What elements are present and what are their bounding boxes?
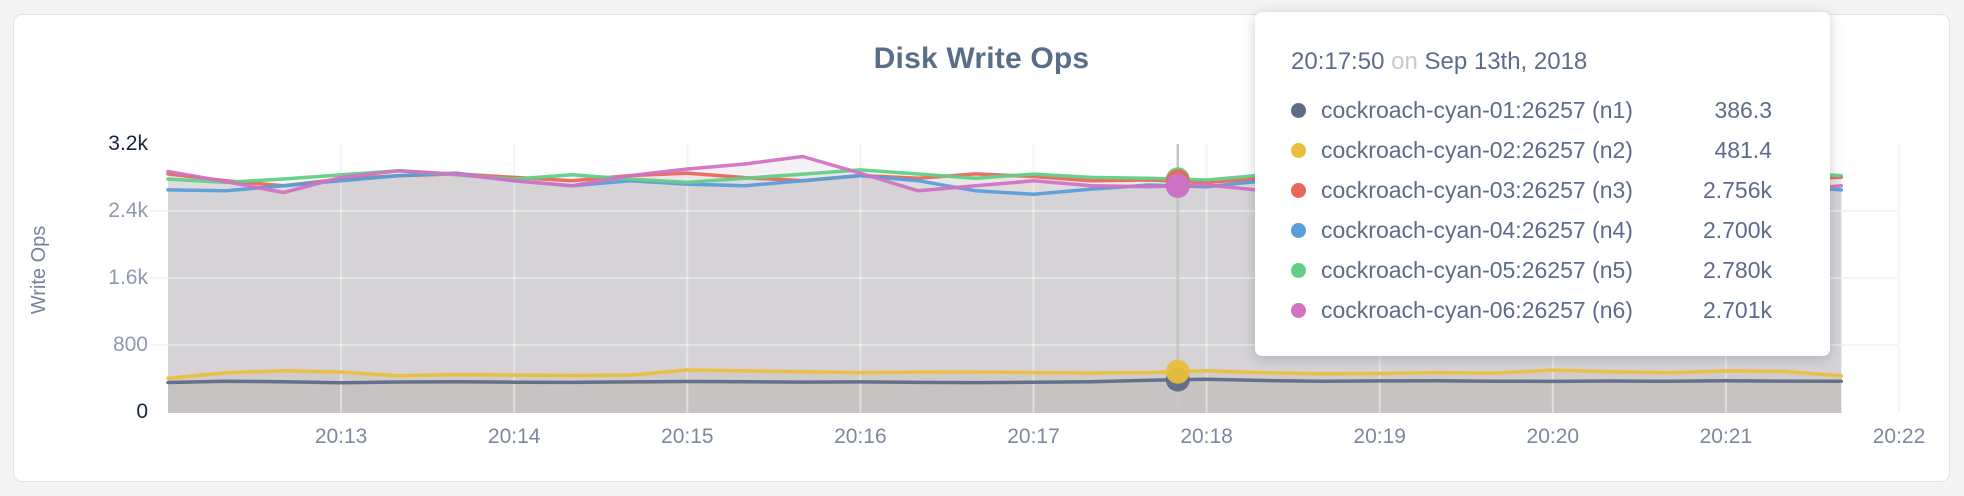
tooltip-header: 20:17:50 on Sep 13th, 2018 — [1291, 48, 1772, 76]
series-color-dot-icon — [1291, 262, 1306, 278]
x-tick-label-20:15: 20:15 — [661, 425, 714, 448]
tooltip-series-value: 2.780k — [1702, 256, 1772, 283]
series-color-dot-icon — [1291, 222, 1306, 238]
tooltip-series-label: cockroach-cyan-06:26257 (n6) — [1321, 296, 1633, 323]
x-tick-label-20:20: 20:20 — [1526, 425, 1580, 448]
series-line-2 — [166, 368, 1844, 381]
tooltip-row-n1: cockroach-cyan-01:26257 (n1) 386.3 — [1291, 90, 1772, 130]
hover-dot-n6 — [1165, 173, 1190, 198]
tooltip-row-n3: cockroach-cyan-03:26257 (n3) 2.756k — [1291, 170, 1772, 210]
tooltip-series-label: cockroach-cyan-02:26257 (n2) — [1321, 136, 1633, 163]
tooltip-series-value: 481.4 — [1714, 136, 1772, 163]
x-tick-label-20:13: 20:13 — [314, 425, 368, 448]
series-color-dot-icon — [1291, 302, 1306, 318]
tooltip-time: 20:17:50 — [1291, 48, 1385, 75]
tooltip-row-n4: cockroach-cyan-04:26257 (n4) 2.700k — [1291, 210, 1772, 250]
tooltip-conjunction: on — [1391, 48, 1418, 75]
y-tick-label-3.2k: 3.2k — [108, 132, 148, 155]
tooltip-series-label: cockroach-cyan-03:26257 (n3) — [1321, 176, 1633, 203]
tooltip-series-label: cockroach-cyan-04:26257 (n4) — [1321, 216, 1633, 243]
hover-tooltip: 20:17:50 on Sep 13th, 2018 cockroach-cya… — [1255, 12, 1830, 356]
tooltip-row-n5: cockroach-cyan-05:26257 (n5) 2.780k — [1291, 250, 1772, 290]
tooltip-series-value: 386.3 — [1714, 96, 1772, 123]
series-color-dot-icon — [1291, 102, 1306, 118]
x-tick-label-20:19: 20:19 — [1353, 425, 1406, 448]
series-line-1 — [166, 377, 1844, 385]
x-tick-label-20:16: 20:16 — [834, 425, 887, 448]
y-tick-label-2.4k: 2.4k — [108, 199, 148, 222]
x-tick-label-20:14: 20:14 — [487, 425, 541, 448]
y-tick-label-800: 800 — [112, 333, 148, 356]
hover-dot-n2 — [1165, 359, 1190, 384]
x-tick-label-20:17: 20:17 — [1007, 425, 1060, 448]
series-color-dot-icon — [1291, 182, 1306, 198]
x-tick-label-20:18: 20:18 — [1180, 425, 1233, 448]
chart-title: Disk Write Ops — [873, 42, 1090, 75]
tooltip-series-label: cockroach-cyan-01:26257 (n1) — [1321, 96, 1633, 123]
tooltip-rows: cockroach-cyan-01:26257 (n1) 386.3 cockroa… — [1291, 90, 1772, 330]
hover-dots — [1165, 167, 1190, 392]
tooltip-series-value: 2.756k — [1702, 176, 1772, 203]
tooltip-series-value: 2.700k — [1702, 216, 1772, 243]
series-color-dot-icon — [1291, 142, 1306, 158]
x-tick-label-20:22: 20:22 — [1872, 425, 1926, 448]
y-tick-label-0: 0 — [136, 400, 148, 423]
x-tick-label-20:21: 20:21 — [1699, 425, 1753, 448]
tooltip-row-n6: cockroach-cyan-06:26257 (n6) 2.701k — [1291, 290, 1772, 330]
tooltip-series-value: 2.701k — [1702, 296, 1772, 323]
tooltip-date: Sep 13th, 2018 — [1424, 48, 1588, 75]
tooltip-series-label: cockroach-cyan-05:26257 (n5) — [1321, 256, 1633, 283]
tooltip-row-n2: cockroach-cyan-02:26257 (n2) 481.4 — [1291, 130, 1772, 170]
y-tick-label-1.6k: 1.6k — [108, 266, 148, 289]
